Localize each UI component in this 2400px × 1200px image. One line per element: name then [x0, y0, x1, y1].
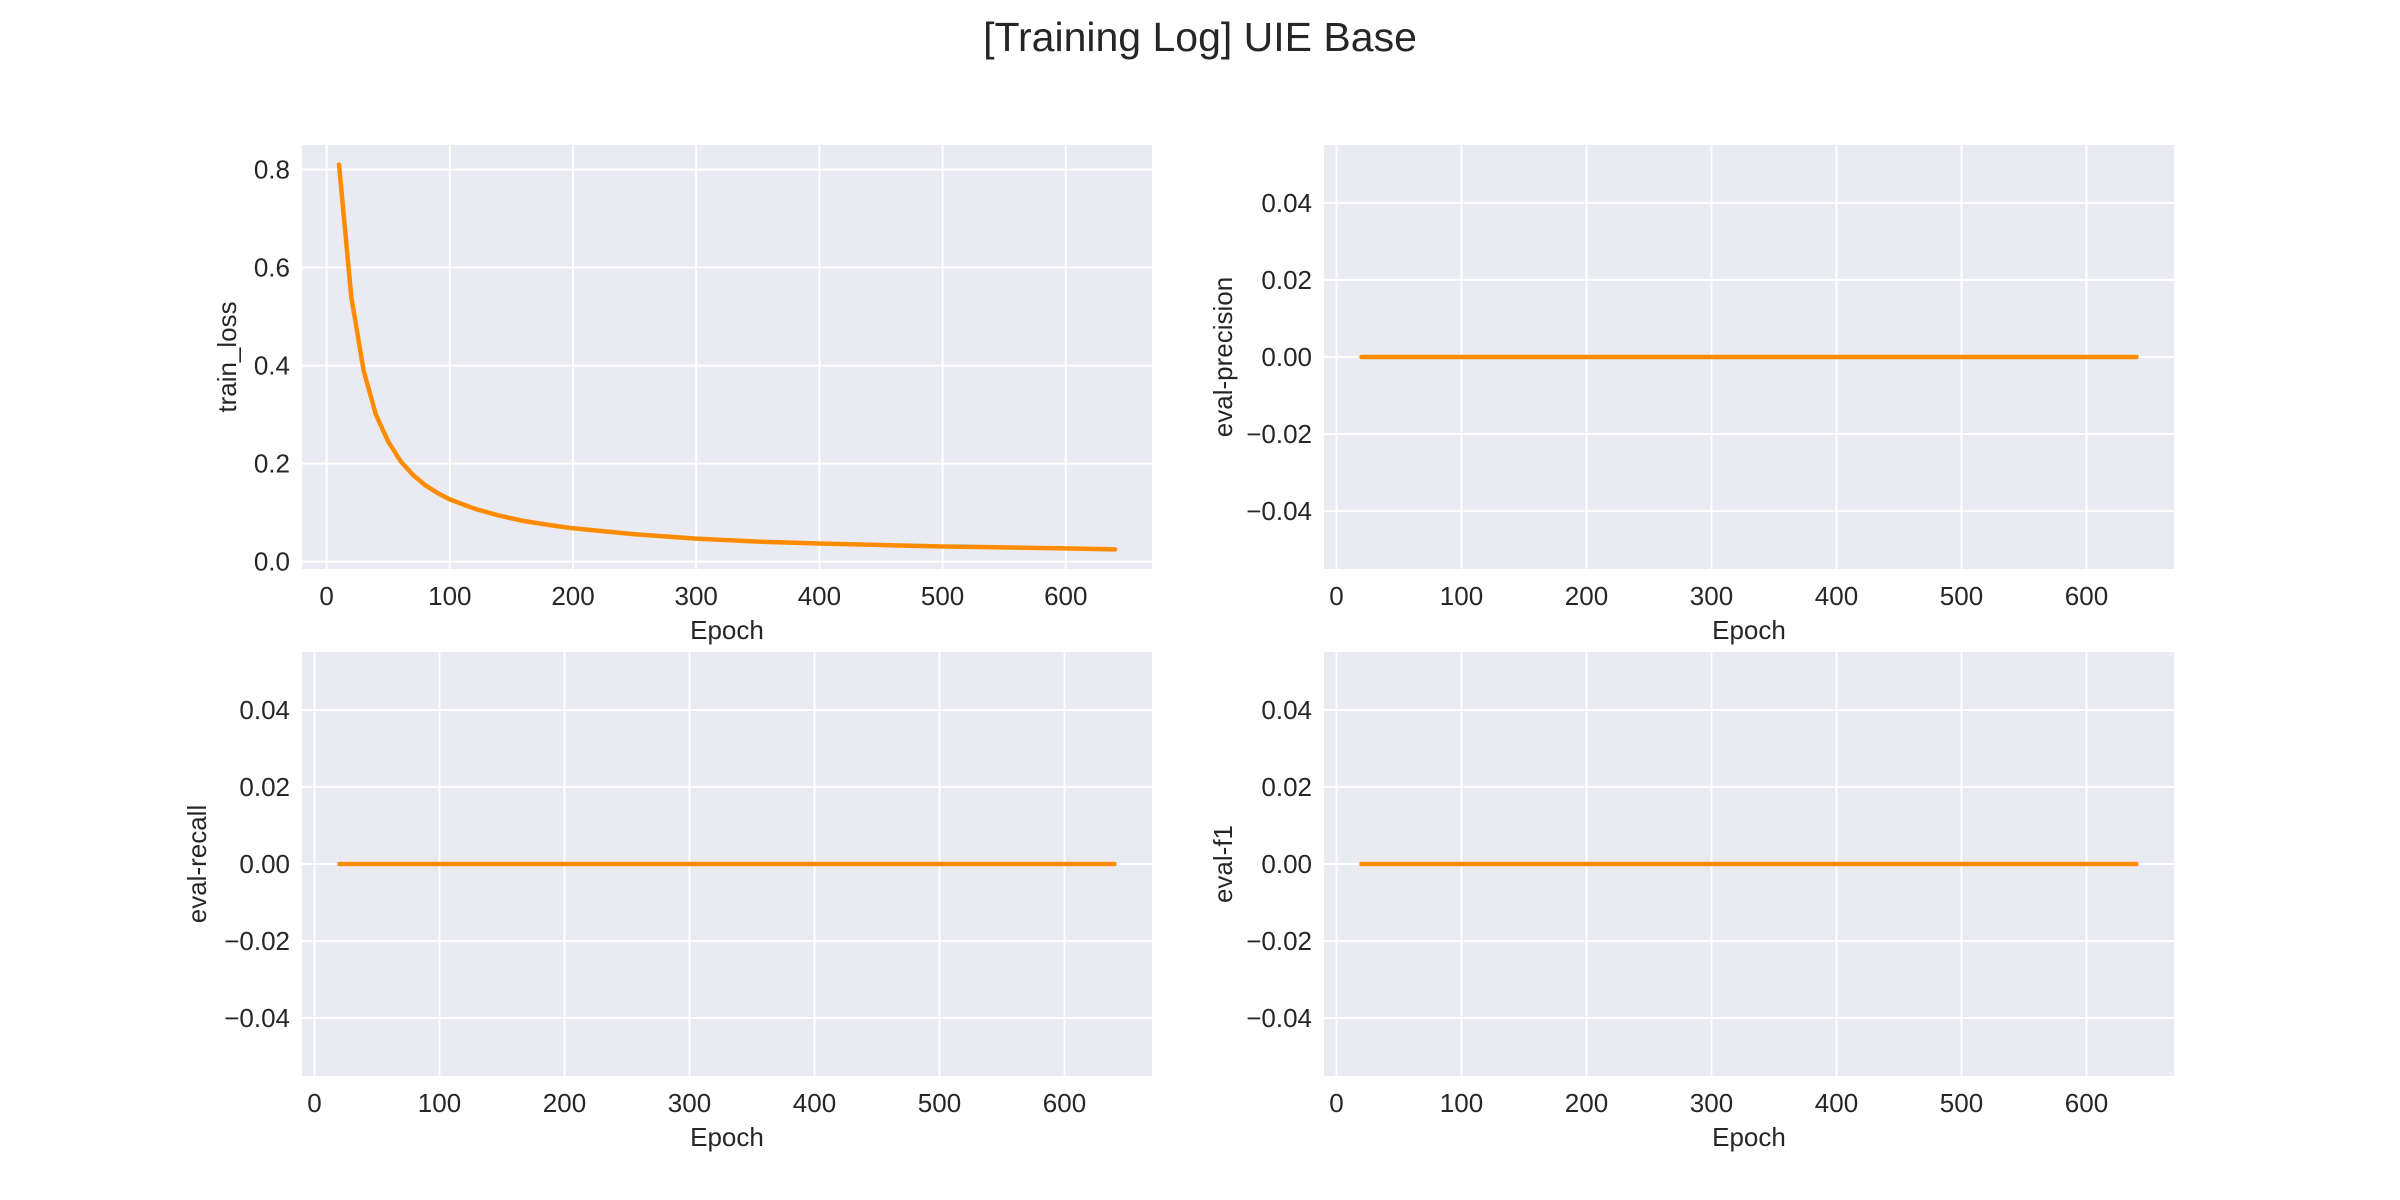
x-tick-label: 600	[1044, 581, 1087, 611]
x-tick-label: 300	[675, 581, 718, 611]
x-tick-label: 500	[921, 581, 964, 611]
y-tick-label: 0.4	[254, 351, 290, 381]
y-tick-label: 0.6	[254, 253, 290, 283]
x-tick-label: 400	[1815, 1088, 1858, 1118]
x-tick-label: 0	[319, 581, 333, 611]
x-tick-label: 200	[1565, 581, 1608, 611]
x-tick-label: 100	[1440, 581, 1483, 611]
x-tick-label: 0	[1329, 581, 1343, 611]
x-tick-label: 200	[551, 581, 594, 611]
y-tick-label: 0.8	[254, 155, 290, 185]
figure-title: [Training Log] UIE Base	[983, 14, 1417, 60]
x-tick-label: 400	[793, 1088, 836, 1118]
chart-panel-eval-f1: 0 100 200 300 400 500 600 −0.04 −0.02 0.00 0.02 0.0…	[1208, 652, 2174, 1152]
chart-panel-eval-precision: 0 100 200 300 400 500 600 −0.04 −0.02 0.00 0.02 0.0…	[1208, 145, 2174, 645]
y-tick-label: 0.04	[1261, 695, 1312, 725]
y-tick-label: 0.02	[239, 772, 290, 802]
y-tick-label: 0.04	[239, 695, 290, 725]
x-tick-label: 600	[2065, 581, 2108, 611]
x-tick-label: 300	[1690, 581, 1733, 611]
y-tick-label: 0.00	[239, 849, 290, 879]
x-axis-label: Epoch	[1712, 1122, 1786, 1152]
x-tick-label: 300	[668, 1088, 711, 1118]
x-tick-label: 100	[428, 581, 471, 611]
y-axis-label: eval-f1	[1208, 825, 1238, 903]
y-tick-label: 0.04	[1261, 188, 1312, 218]
x-tick-label: 100	[1440, 1088, 1483, 1118]
plot-area	[302, 145, 1152, 569]
x-tick-label: 100	[418, 1088, 461, 1118]
y-tick-label: −0.04	[1246, 496, 1312, 526]
x-tick-label: 400	[1815, 581, 1858, 611]
y-tick-label: 0.0	[254, 547, 290, 577]
x-tick-label: 500	[1940, 581, 1983, 611]
x-tick-label: 400	[798, 581, 841, 611]
x-tick-label: 200	[543, 1088, 586, 1118]
y-tick-label: −0.02	[1246, 419, 1312, 449]
x-axis-label: Epoch	[690, 615, 764, 645]
y-axis-label: train_loss	[212, 301, 242, 412]
chart-panel-train-loss: 0 100 200 300 400 500 600 0.0 0.2 0.4 0.6 0.8 Epoch t…	[212, 145, 1152, 645]
y-tick-label: 0.00	[1261, 342, 1312, 372]
x-tick-label: 600	[2065, 1088, 2108, 1118]
x-axis-label: Epoch	[1712, 615, 1786, 645]
y-tick-label: 0.02	[1261, 772, 1312, 802]
x-tick-label: 500	[918, 1088, 961, 1118]
x-tick-label: 600	[1043, 1088, 1086, 1118]
x-tick-label: 0	[307, 1088, 321, 1118]
x-tick-label: 300	[1690, 1088, 1733, 1118]
y-tick-label: 0.2	[254, 449, 290, 479]
series-line-train-loss	[336, 162, 1118, 552]
x-axis-label: Epoch	[690, 1122, 764, 1152]
y-tick-label: 0.00	[1261, 849, 1312, 879]
y-tick-label: −0.04	[224, 1003, 290, 1033]
y-tick-label: 0.02	[1261, 265, 1312, 295]
y-tick-label: −0.02	[224, 926, 290, 956]
y-tick-label: −0.02	[1246, 926, 1312, 956]
x-tick-label: 0	[1329, 1088, 1343, 1118]
y-tick-label: −0.04	[1246, 1003, 1312, 1033]
x-tick-label: 500	[1940, 1088, 1983, 1118]
y-axis-label: eval-precision	[1208, 277, 1238, 437]
x-tick-label: 200	[1565, 1088, 1608, 1118]
chart-panel-eval-recall: 0 100 200 300 400 500 600 −0.04 −0.02 0.00 0.02 0.0…	[182, 652, 1152, 1152]
y-axis-label: eval-recall	[182, 805, 212, 924]
